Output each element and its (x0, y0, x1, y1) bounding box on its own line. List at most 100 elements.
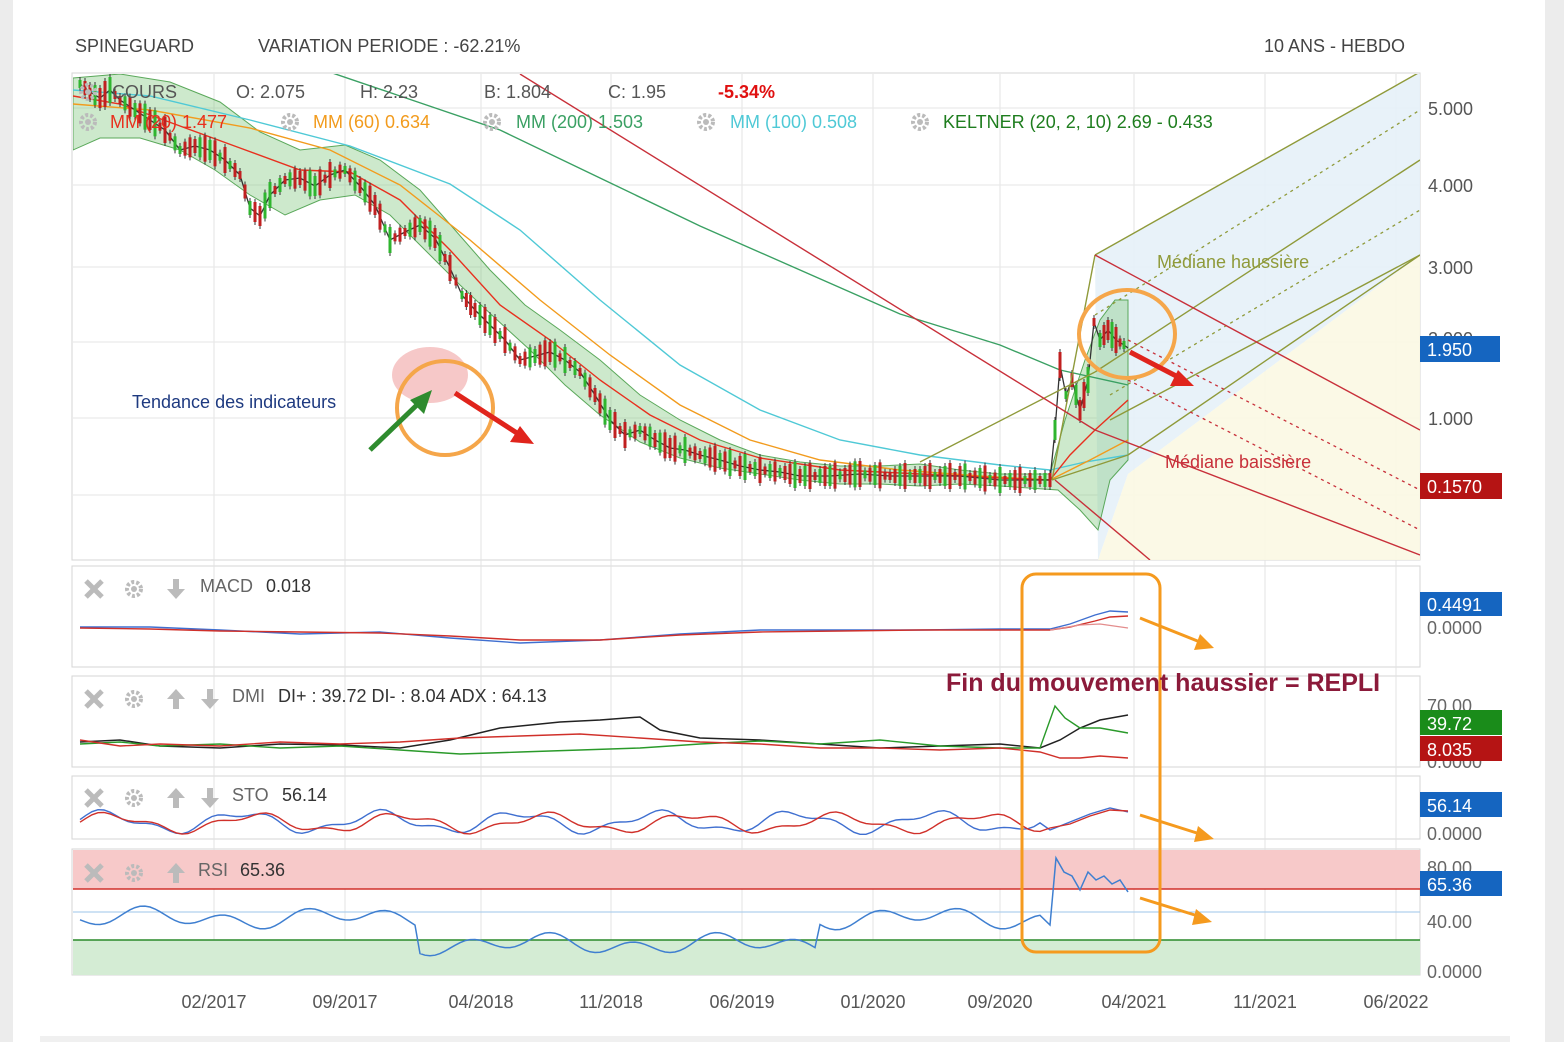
candle-body (328, 162, 332, 188)
close-icon[interactable] (84, 788, 104, 808)
candle-body (193, 139, 197, 153)
candle-body (753, 462, 757, 476)
arrow-up-icon[interactable] (167, 788, 185, 808)
annotation-indicator-trend: Tendance des indicateurs (132, 392, 336, 412)
candle-body (858, 461, 862, 487)
candle-body (513, 346, 517, 361)
candle-body (988, 475, 992, 483)
candle-body (428, 220, 432, 247)
candle-body (953, 472, 957, 480)
arrow-up-icon[interactable] (167, 863, 185, 883)
close-icon[interactable] (84, 689, 104, 709)
candle-body (703, 449, 707, 464)
legend-keltner: KELTNER (20, 2, 10) 2.69 - 0.433 (943, 112, 1213, 132)
candle-body (578, 368, 582, 376)
macd-panel-icons[interactable] (84, 579, 185, 599)
candle-body (113, 91, 117, 99)
candle-body (738, 456, 742, 476)
candle-body (583, 372, 587, 387)
gear-icon[interactable] (125, 789, 143, 807)
price-tick: 1.000 (1428, 409, 1473, 429)
sto-panel (71, 775, 1421, 840)
bear-pitchfork-dotted (1127, 339, 1420, 531)
candle-body (558, 353, 562, 362)
candle-body (1082, 382, 1086, 408)
annotation-mediane-baissiere: Médiane baissière (1165, 452, 1311, 472)
sto-name: STO (232, 785, 269, 805)
candle-body (853, 461, 857, 488)
candle-body (423, 219, 427, 240)
candle-body (873, 465, 877, 485)
gear-icon[interactable] (281, 113, 299, 131)
candle-body (758, 457, 762, 483)
candle-body (663, 432, 667, 459)
x-tick-label: 06/2022 (1363, 992, 1428, 1012)
macd-value: 0.018 (266, 576, 311, 596)
gear-icon[interactable] (911, 113, 929, 131)
candle-body (378, 203, 382, 230)
candle-body (553, 341, 557, 368)
recent-circle (1077, 288, 1177, 380)
candle-body (263, 192, 267, 219)
close-icon[interactable] (84, 863, 104, 883)
gear-icon[interactable] (79, 83, 97, 101)
indicator-gear-icons[interactable] (79, 83, 929, 131)
candle-body (933, 472, 937, 480)
candle-body (318, 169, 322, 196)
close-icon[interactable] (84, 579, 104, 599)
di-minus-line (79, 733, 1129, 759)
arrow-down-icon[interactable] (167, 579, 185, 599)
candle-body (718, 453, 722, 467)
candle-body (388, 227, 392, 253)
candle-body (83, 81, 87, 95)
candle-body (343, 166, 347, 174)
candle-body (568, 360, 572, 368)
mm20-line (73, 95, 1129, 481)
trend-circle (395, 359, 495, 457)
candle-body (803, 466, 807, 486)
candle-body (143, 103, 147, 130)
candle-body (708, 447, 712, 468)
candle-body (518, 356, 522, 364)
legend-mm200: MM (200) 1.503 (516, 112, 643, 132)
gear-icon[interactable] (697, 113, 715, 131)
dmi-panel-icons[interactable] (84, 689, 219, 709)
candle-body (688, 447, 692, 456)
candle-body (588, 377, 592, 398)
rsi-overbought-zone (73, 850, 1420, 889)
repli-highlight-box (1020, 572, 1162, 954)
candle-body (473, 303, 477, 317)
price-tick: 4.000 (1428, 176, 1473, 196)
arrow-down-icon[interactable] (201, 788, 219, 808)
candle-body (118, 96, 122, 104)
rsi-badge-value: 65.36 (1427, 875, 1472, 895)
gear-icon[interactable] (483, 113, 501, 131)
sto-badge-value: 56.14 (1427, 796, 1472, 816)
gear-icon[interactable] (125, 864, 143, 882)
gear-icon[interactable] (125, 580, 143, 598)
gear-icon[interactable] (125, 690, 143, 708)
candle-body (1086, 367, 1090, 393)
candle-body (913, 469, 917, 483)
macd-line (80, 610, 1129, 644)
candle-body (413, 217, 417, 238)
arrow-up-icon[interactable] (167, 689, 185, 709)
sto-panel-icons[interactable] (84, 788, 219, 808)
macd-name: MACD (200, 576, 253, 596)
candle-body (843, 468, 847, 482)
candle-body (668, 438, 672, 458)
candle-body (128, 96, 132, 117)
candle-body (623, 422, 627, 448)
candle-body (298, 171, 302, 185)
candle-body (1033, 470, 1037, 490)
candle-body (838, 471, 842, 480)
candle-body (243, 184, 247, 199)
rsi-panel-icons[interactable] (84, 863, 185, 883)
legend-close: C: 1.95 (608, 82, 666, 102)
rsi-name: RSI (198, 860, 228, 880)
gear-icon[interactable] (79, 113, 97, 131)
arrow-down-icon[interactable] (201, 689, 219, 709)
candle-body (813, 472, 817, 480)
mm200-line (333, 74, 1129, 386)
x-tick-label: 06/2019 (709, 992, 774, 1012)
